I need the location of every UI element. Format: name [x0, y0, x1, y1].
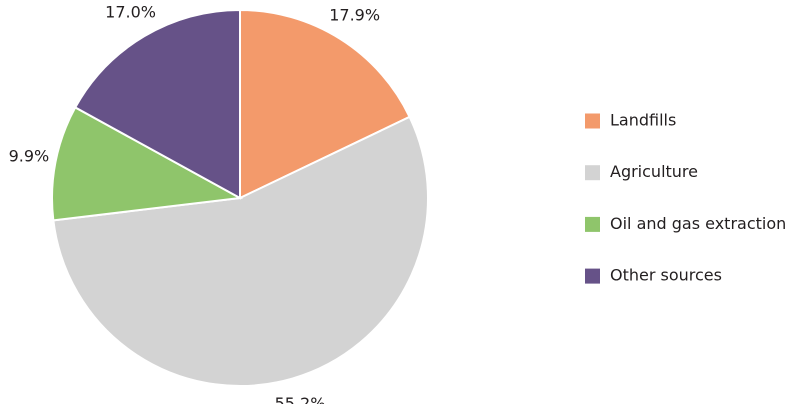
legend-label: Other sources — [610, 266, 722, 285]
data-label: 17.0% — [105, 2, 156, 21]
data-label: 55.2% — [275, 394, 326, 404]
pie-slice — [73, 8, 241, 200]
legend-label: Oil and gas extraction — [610, 214, 786, 233]
data-label: 17.9% — [329, 6, 380, 25]
legend-swatch — [585, 165, 600, 181]
legend-label: Landfills — [610, 111, 676, 130]
legend-swatch — [585, 113, 600, 129]
pie-slice — [239, 8, 411, 200]
legend-swatch — [585, 268, 600, 284]
pie-slice — [51, 106, 244, 222]
data-label: 9.9% — [9, 147, 50, 166]
legend-swatch — [585, 216, 600, 232]
pie-slice — [52, 115, 429, 387]
legend-label: Agriculture — [610, 162, 698, 181]
